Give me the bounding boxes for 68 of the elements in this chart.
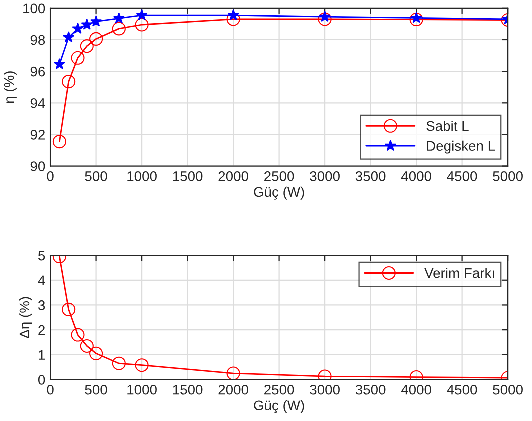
point [81,18,93,30]
y-axis-title: η (%) [4,72,17,104]
point [52,135,66,149]
x-tick-label: 1500 [173,172,203,182]
point [136,9,148,21]
y-tick-label: 3 [38,300,46,310]
point [135,358,149,372]
point [113,12,125,24]
x-tick-label: 3500 [356,384,386,395]
x-tick-label: 2500 [264,384,294,395]
point [62,302,76,316]
x-tick-label: 3000 [310,172,340,182]
point [410,12,422,24]
x-tick-label: 1500 [173,384,203,395]
y-tick-label: 100 [24,4,46,14]
x-tick-label: 0 [47,172,54,182]
point [90,346,104,360]
point [80,339,94,353]
x-tick-label: 5000 [493,172,523,182]
y-tick-label: 94 [30,98,46,108]
point [135,18,149,32]
point [72,22,84,34]
x-tick-label: 4000 [401,172,432,182]
x-tick-label: 2500 [264,172,294,182]
x-tick-label: 2000 [218,384,248,395]
x-tick-label: 1000 [128,172,157,182]
y-tick-label: 4 [38,276,46,286]
y-axis-title: Δη (%) [19,297,32,338]
x-tick-label: 4500 [447,384,478,395]
x-axis-title: Güç (W) [254,186,304,200]
point [90,32,104,46]
point [90,16,102,27]
point [71,51,85,65]
y-tick-label: 96 [30,66,46,77]
x-tick-label: 4000 [401,384,432,395]
y-tick-label: 2 [38,325,45,336]
point [226,12,240,26]
point [226,366,240,380]
point [318,12,332,26]
point [54,58,66,70]
y-tick-label: 0 [38,375,46,385]
x-tick-label: 4500 [447,172,478,182]
x-tick-label: 500 [85,172,108,182]
point [71,328,85,342]
point [112,356,126,370]
point [80,40,94,54]
point [319,11,331,22]
y-tick-label: 92 [30,130,45,140]
y-tick-label: 90 [30,162,46,172]
point [228,9,240,21]
x-tick-label: 1000 [128,384,157,395]
legend-label: Sabit L [426,120,469,132]
x-tick-label: 3000 [310,384,340,395]
x-tick-label: 2000 [218,172,248,182]
y-tick-label: 98 [30,35,46,46]
x-axis-title: Güç (W) [254,400,304,414]
x-tick-label: 0 [47,384,54,395]
x-tick-label: 5000 [493,384,523,395]
point [63,32,75,43]
y-tick-label: 1 [39,350,45,360]
x-tick-label: 3500 [356,172,386,182]
point [410,13,424,27]
legend-label: Verim Farkı [424,268,494,278]
point [62,75,76,89]
y-tick-label: 5 [38,251,46,261]
point [112,22,126,36]
x-tick-label: 500 [85,384,108,395]
legend-label: Degisken L [427,140,496,154]
